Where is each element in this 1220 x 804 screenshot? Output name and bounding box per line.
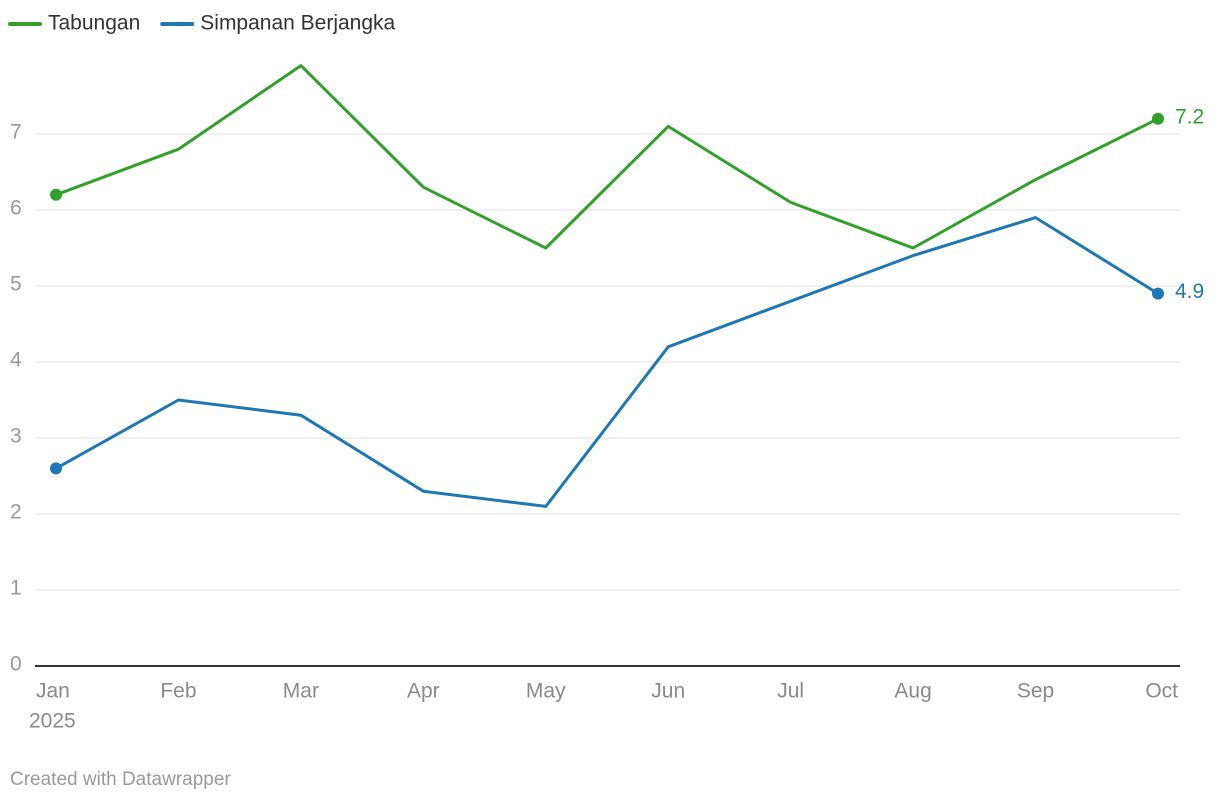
x-tick-label: Jan xyxy=(36,680,70,703)
x-tick-label: Sep xyxy=(1017,680,1054,703)
series-line xyxy=(55,216,1159,508)
end-dot xyxy=(1152,112,1164,125)
end-label: 7.2 xyxy=(1175,105,1204,128)
x-tick-label: Feb xyxy=(160,680,196,703)
footer: Created with Datawrapper xyxy=(10,769,231,790)
series-line xyxy=(55,64,1159,250)
x-tick-label: Mar xyxy=(283,680,319,703)
end-label: 4.9 xyxy=(1175,280,1204,303)
y-tick-label: 7 xyxy=(10,121,22,144)
y-tick-label: 4 xyxy=(10,349,22,372)
x-sublabel: 2025 xyxy=(29,710,76,733)
y-tick-label: 2 xyxy=(10,501,22,524)
x-tick-label: Jul xyxy=(777,680,804,703)
legend-label: Tabungan xyxy=(48,12,140,35)
y-tick-label: 5 xyxy=(10,273,22,296)
legend-label: Simpanan Berjangka xyxy=(200,12,395,35)
x-tick-label: Jun xyxy=(651,680,685,703)
end-dot xyxy=(50,462,62,475)
end-dot xyxy=(1152,287,1164,300)
y-tick-label: 0 xyxy=(10,653,22,676)
x-tick-label: Oct xyxy=(1145,680,1178,703)
x-tick-label: Aug xyxy=(894,680,931,703)
y-tick-label: 1 xyxy=(10,577,22,600)
y-tick-label: 6 xyxy=(10,197,22,220)
y-tick-label: 3 xyxy=(10,425,22,448)
x-tick-label: May xyxy=(526,680,566,703)
x-tick-label: Apr xyxy=(407,680,440,703)
end-dot xyxy=(50,188,62,201)
